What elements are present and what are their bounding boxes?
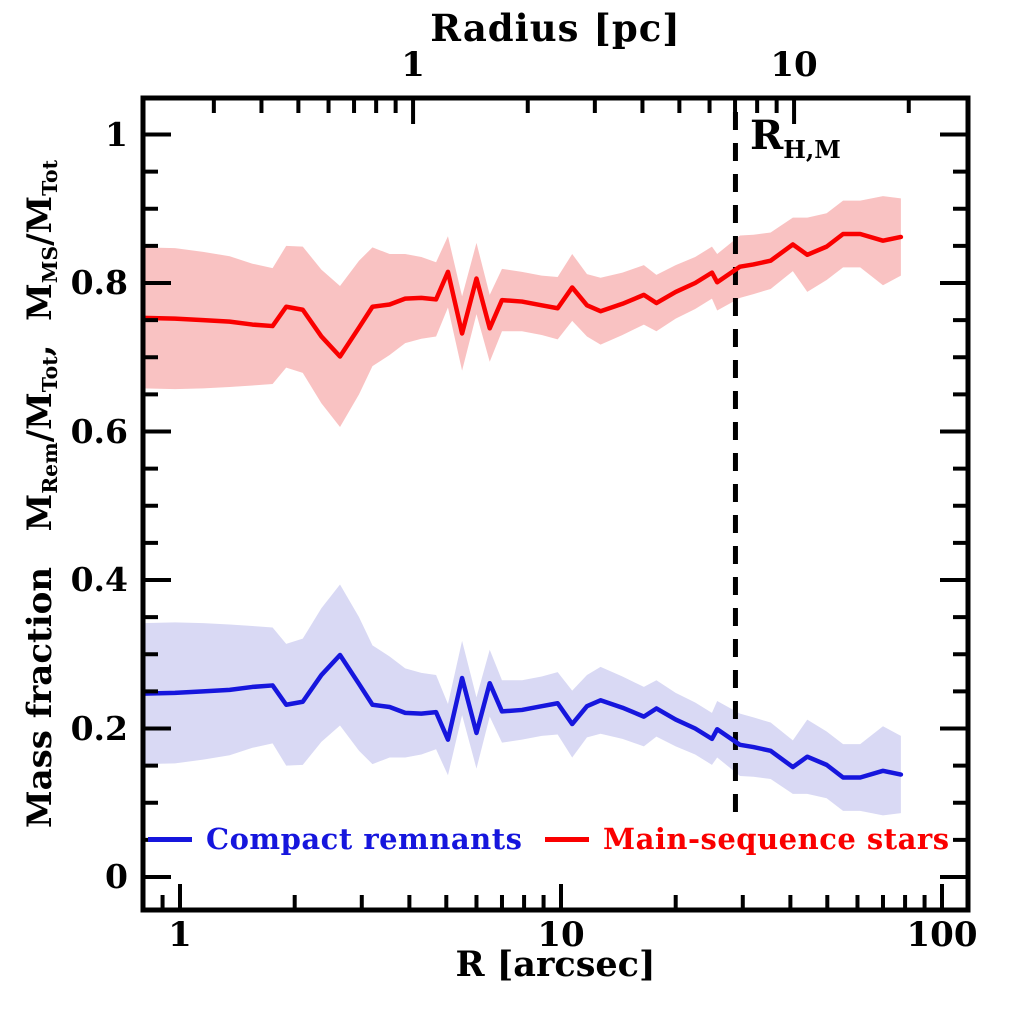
y-axis-label-segment: M: [20, 493, 61, 532]
legend-item-main-sequence-stars: Main-sequence stars: [545, 822, 950, 856]
data-line-main-sequence: [140, 231, 904, 359]
half-mass-radius-annotation: RH,M: [750, 116, 841, 170]
y-axis-label-segment: ,: [20, 320, 61, 357]
legend-swatch-compact-remnants: [148, 836, 192, 842]
annotation-main: R: [750, 112, 784, 159]
plot-frame: [140, 95, 971, 913]
x-tick-label: 100: [906, 915, 978, 955]
legend-swatch-main-sequence-stars: [545, 836, 589, 842]
y-tick-label: 1: [105, 114, 128, 154]
y-axis-label-subscript: Tot: [37, 159, 62, 196]
annotation-subscript: H,M: [783, 135, 841, 164]
x-tick-label: 10: [537, 915, 585, 955]
top-axis-title: Radius [pc]: [430, 6, 681, 50]
top-tick-label: 1: [401, 45, 425, 85]
x-tick-label: 1: [168, 915, 192, 955]
uncertainty-band-main-sequence: [143, 196, 901, 428]
legend-label-main-sequence-stars: Main-sequence stars: [603, 822, 950, 856]
y-tick-label: 0: [105, 857, 128, 896]
legend-item-compact-remnants: Compact remnants: [148, 822, 522, 856]
y-axis-label-segment: /M: [20, 195, 61, 246]
y-axis-label-subscript: Tot: [37, 356, 62, 393]
y-tick-label: 0.8: [70, 263, 128, 302]
y-tick-label: 0.2: [70, 708, 128, 748]
top-tick-label: 10: [770, 45, 818, 85]
bottom-axis-label: R [arcsec]: [455, 944, 656, 985]
data-line-compact-remnants: [140, 652, 904, 780]
uncertainty-band-compact-remnants: [143, 584, 901, 816]
y-tick-label: 0.4: [70, 560, 128, 599]
y-tick-label: 0.6: [70, 411, 128, 451]
legend-label-compact-remnants: Compact remnants: [206, 822, 523, 856]
